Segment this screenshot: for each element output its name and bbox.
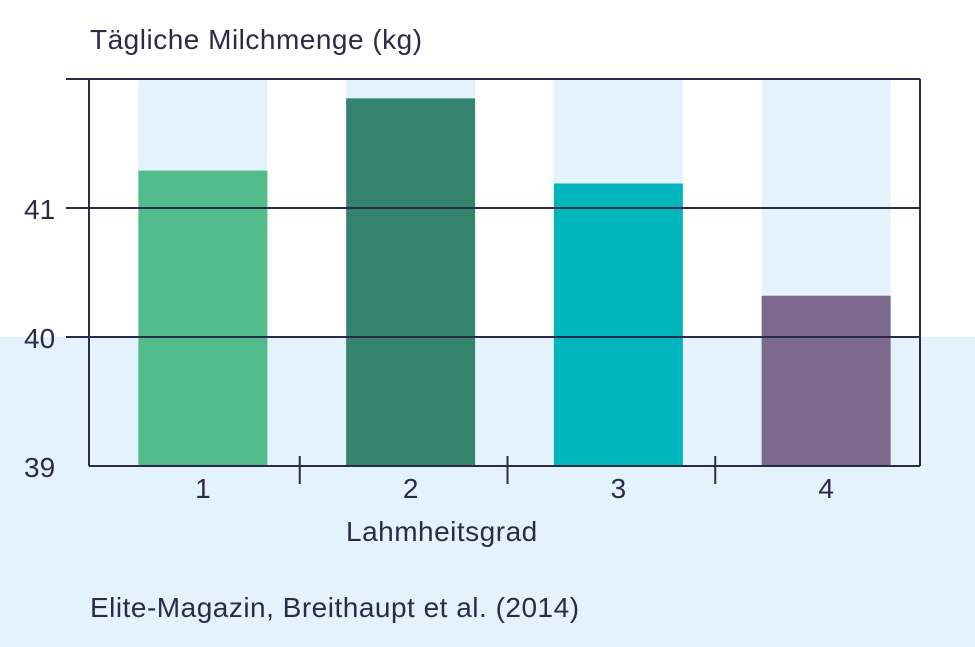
bar-1: [138, 170, 268, 466]
y-tick-label-39: 39: [24, 452, 55, 483]
bar-2: [346, 98, 476, 466]
y-tick-label-40: 40: [24, 323, 55, 354]
source-citation: Elite-Magazin, Breithaupt et al. (2014): [90, 592, 580, 623]
x-tick-label-4: 4: [818, 473, 834, 504]
y-axis-title: Tägliche Milchmenge (kg): [90, 24, 423, 55]
bar-4: [761, 295, 891, 466]
x-tick-label-2: 2: [403, 473, 419, 504]
y-tick-label-41: 41: [24, 194, 55, 225]
x-axis-title: Lahmheitsgrad: [346, 516, 538, 547]
x-tick-label-3: 3: [611, 473, 627, 504]
x-tick-label-1: 1: [195, 473, 211, 504]
bar-3: [553, 183, 683, 467]
